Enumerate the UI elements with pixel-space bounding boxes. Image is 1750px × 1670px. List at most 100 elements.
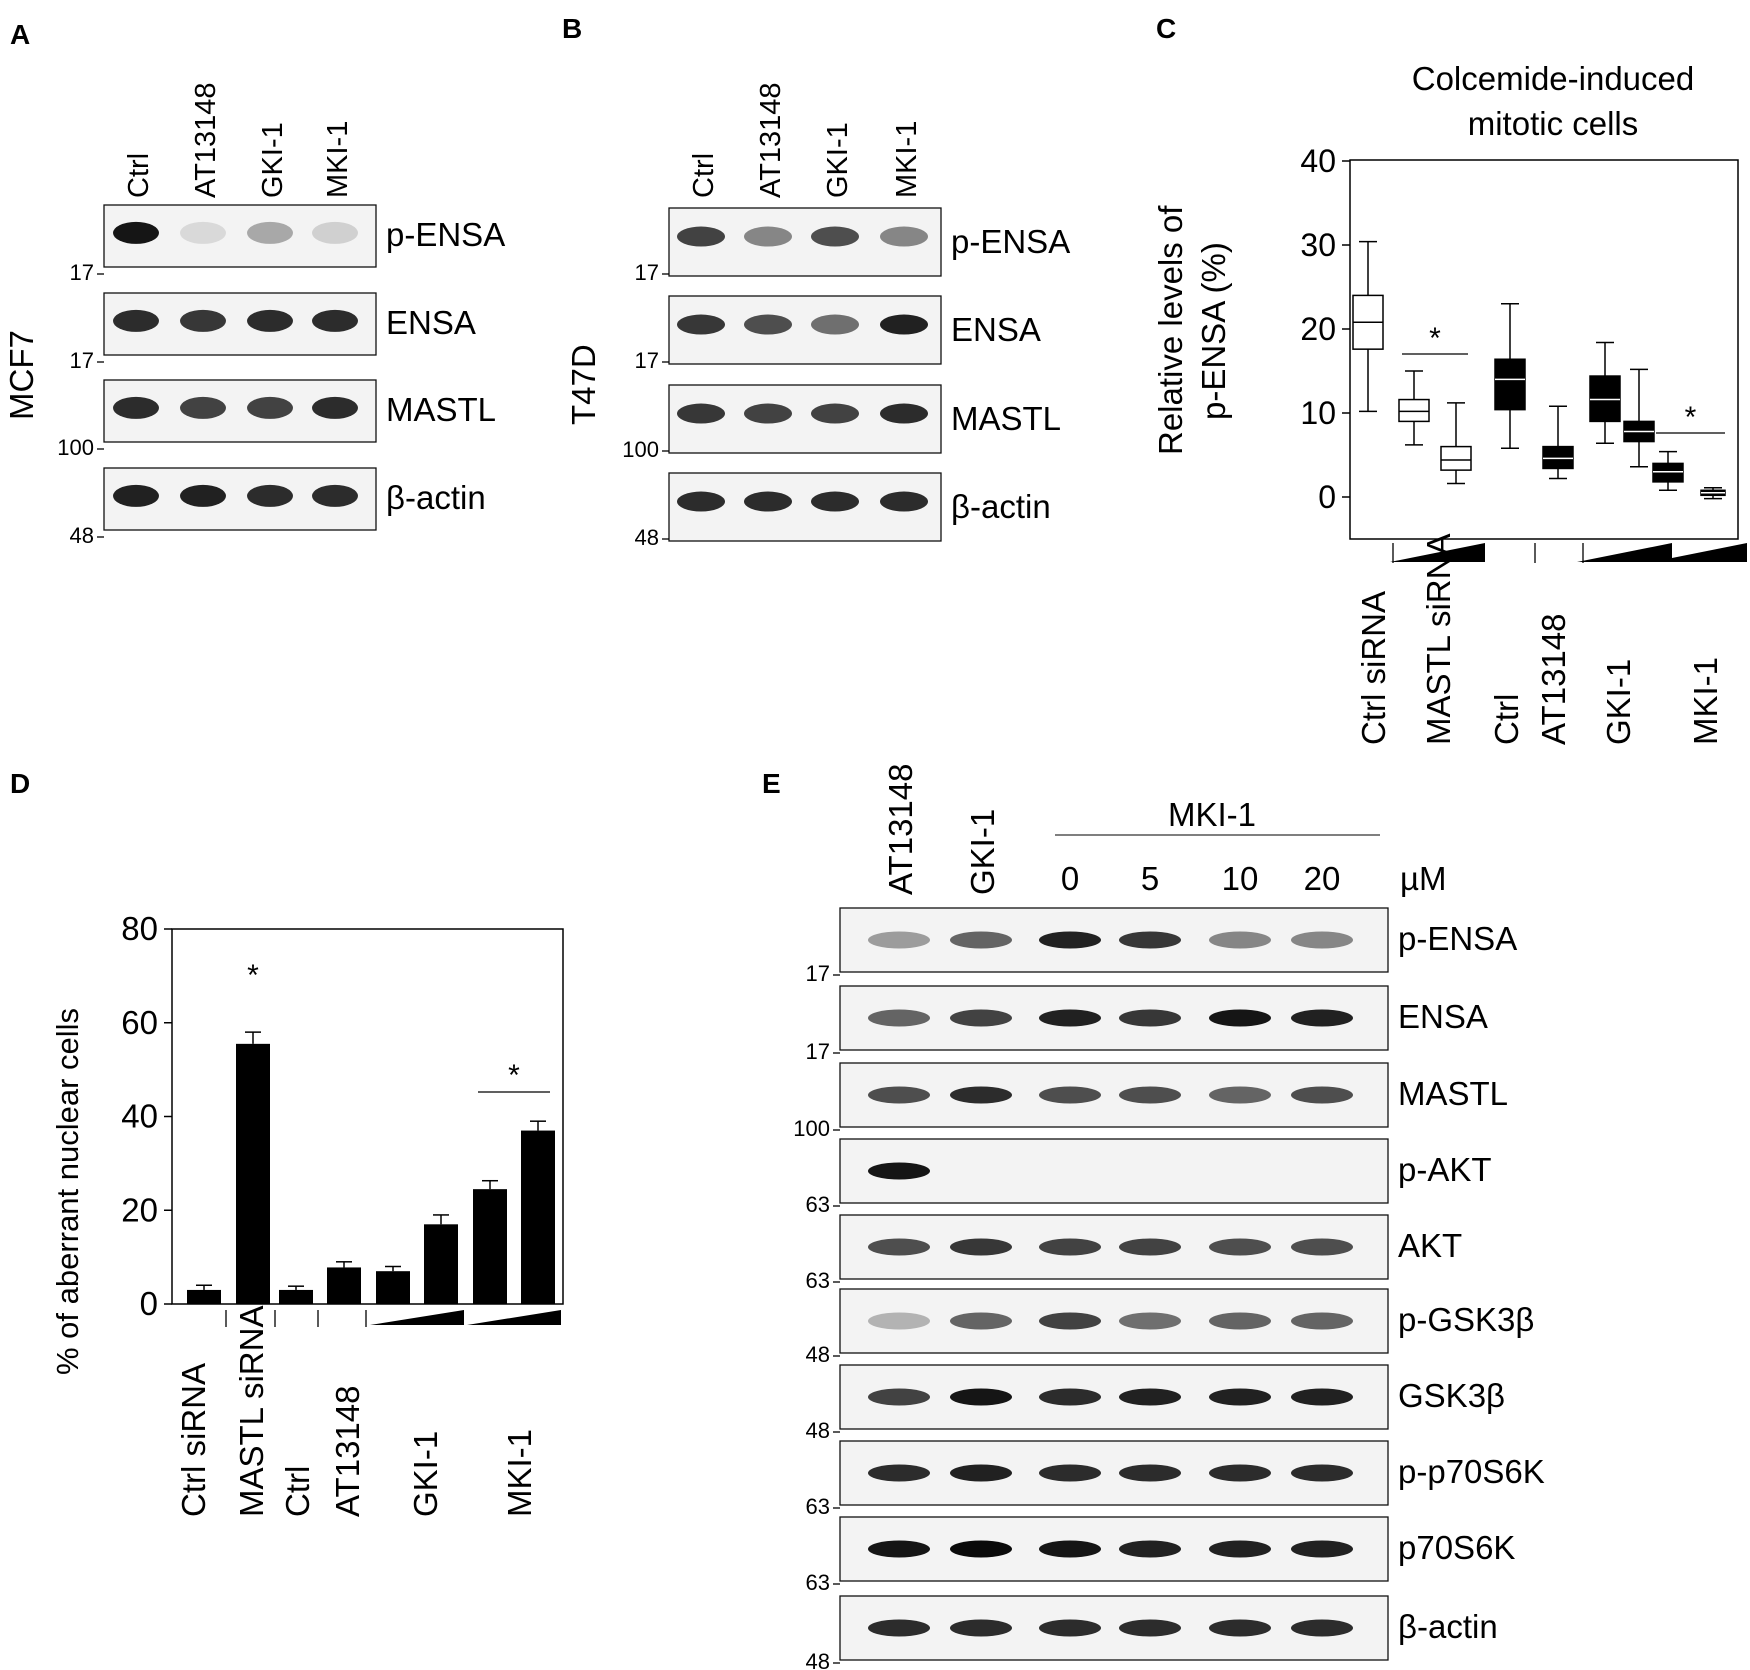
mw-marker-label: 63	[806, 1570, 830, 1595]
bar	[473, 1189, 507, 1304]
blot-band	[950, 1238, 1012, 1256]
blot-band	[1039, 1086, 1101, 1104]
box	[1440, 445, 1472, 471]
x-axis-label: MKI-1	[1687, 657, 1724, 745]
box	[1494, 358, 1526, 411]
blot-band	[1119, 1238, 1181, 1256]
mw-marker-label: 48	[806, 1342, 830, 1367]
bar	[376, 1271, 410, 1304]
blot-band	[1291, 1238, 1353, 1256]
blot-band	[950, 1086, 1012, 1104]
y-tick-label: 30	[1300, 227, 1336, 263]
dose-wedge	[1652, 543, 1747, 562]
protein-label: p-ENSA	[1398, 920, 1517, 957]
box	[1652, 462, 1684, 483]
mw-marker-label: 63	[806, 1192, 830, 1217]
dose-wedge	[1577, 543, 1672, 562]
cell-line-label: T47D	[565, 344, 602, 425]
x-axis-label: MASTL siRNA	[1420, 534, 1457, 745]
panel-c-letter: C	[1156, 13, 1176, 44]
protein-label: MASTL	[951, 400, 1061, 437]
blot-band	[1291, 1312, 1353, 1330]
blot-frame	[839, 1364, 1389, 1430]
protein-label: ENSA	[951, 311, 1041, 348]
x-axis-label: Ctrl siRNA	[175, 1363, 212, 1517]
y-tick-label: 40	[121, 1098, 158, 1135]
chart-title-line-1: Colcemide-induced	[1412, 60, 1694, 97]
lane-label: AT13148	[755, 82, 787, 198]
mw-marker-label: 48	[806, 1418, 830, 1443]
western-blot-panel-a: Ctrl AT13148 GKI-1 MKI-1 p-ENSA 17 ENSA 17 MASTL…	[3, 82, 505, 548]
blot-band	[1119, 1388, 1181, 1406]
blot-band	[312, 396, 358, 419]
lane-label: 20	[1304, 860, 1341, 897]
protein-label: p-p70S6K	[1398, 1453, 1545, 1490]
blot-band	[868, 1388, 930, 1406]
blot-band	[113, 484, 159, 507]
blot-band	[744, 403, 792, 424]
box	[1589, 375, 1621, 423]
mw-marker-label: 17	[70, 260, 94, 285]
blot-band	[868, 1464, 930, 1482]
mw-marker-label: 100	[57, 435, 94, 460]
blot-band	[1119, 1540, 1181, 1558]
blot-band	[1291, 1619, 1353, 1637]
blot-band	[1039, 1238, 1101, 1256]
blot-band	[950, 1009, 1012, 1027]
mw-marker-label: 100	[793, 1116, 830, 1141]
bar	[424, 1224, 458, 1304]
panel-a-letter: A	[10, 19, 30, 50]
dose-wedge	[1390, 543, 1485, 562]
lane-label: 0	[1061, 860, 1079, 897]
blot-band	[247, 309, 293, 332]
panel-b-letter: B	[562, 13, 582, 44]
blot-band	[1039, 1540, 1101, 1558]
blot-band	[744, 314, 792, 335]
box-plot-panel-c: 0 10 20 30 40 Colcemide-induced mitotic cells R…	[1152, 60, 1747, 745]
significance-star: *	[1429, 322, 1441, 355]
blot-band	[950, 1388, 1012, 1406]
blot-band	[1039, 1388, 1101, 1406]
lane-label: 5	[1141, 860, 1159, 897]
blot-band	[868, 1540, 930, 1558]
lane-label: AT13148	[190, 82, 222, 198]
lane-label: AT13148	[882, 764, 919, 895]
mw-marker-label: 17	[806, 1039, 830, 1064]
mw-marker-label: 17	[635, 348, 659, 373]
blot-band	[811, 491, 859, 512]
protein-label: ENSA	[1398, 998, 1488, 1035]
bar-chart-panel-d: 0 20 40 60 80 % of aberrant nuclear cells * * Ct…	[50, 910, 564, 1517]
x-axis-label: Ctrl	[279, 1466, 316, 1517]
western-blot-panel-b: Ctrl AT13148 GKI-1 MKI-1 p-ENSA 17 ENSA 17 MASTL…	[565, 82, 1070, 550]
x-axis-label: AT13148	[1535, 614, 1572, 745]
y-tick-label: 0	[140, 1285, 158, 1322]
blot-band	[677, 403, 725, 424]
blot-band	[1119, 931, 1181, 949]
box	[1398, 398, 1430, 423]
blot-band	[247, 396, 293, 419]
bar	[236, 1043, 270, 1304]
blot-band	[1291, 1009, 1353, 1027]
blot-band	[677, 314, 725, 335]
lane-label: GKI-1	[822, 122, 854, 198]
mw-marker-label: 17	[635, 260, 659, 285]
blot-band	[744, 491, 792, 512]
blot-band	[868, 1312, 930, 1330]
mw-marker-label: 48	[806, 1649, 830, 1670]
x-axis-label: MASTL siRNA	[233, 1306, 270, 1517]
blot-band	[1291, 931, 1353, 949]
blot-band	[1039, 1464, 1101, 1482]
blot-band	[811, 314, 859, 335]
x-axis-label: Ctrl	[1488, 694, 1525, 745]
blot-band	[811, 226, 859, 247]
blot-band	[1039, 1009, 1101, 1027]
y-tick-label: 20	[121, 1191, 158, 1228]
blot-band	[1119, 1009, 1181, 1027]
blot-band	[1209, 1540, 1271, 1558]
blot-band	[1209, 1312, 1271, 1330]
protein-label: ENSA	[386, 304, 476, 341]
blot-band	[880, 314, 928, 335]
mw-marker-label: 48	[635, 525, 659, 550]
blot-band	[1291, 1540, 1353, 1558]
protein-label: p70S6K	[1398, 1529, 1515, 1566]
